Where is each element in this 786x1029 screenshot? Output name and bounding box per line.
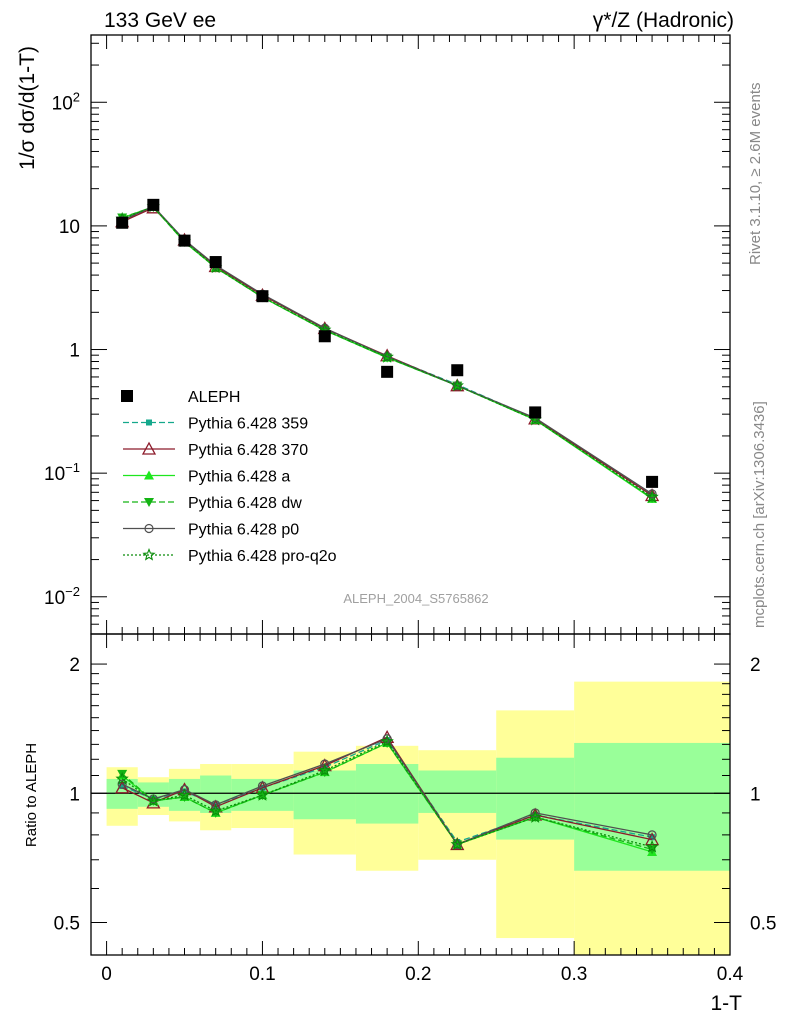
legend-marker — [146, 419, 152, 426]
ratio-line-3 — [121, 742, 653, 851]
ratio-y-tick-label: 2 — [69, 655, 80, 676]
mcplots-label: mcplots.cern.ch [arXiv:1306.3436] — [751, 401, 768, 628]
ratio-stat-band — [418, 770, 497, 813]
legend-label: ALEPH — [188, 389, 240, 406]
rivet-label: Rivet 3.1.10, ≥ 2.6M events — [747, 83, 764, 266]
y-tick-label: 1 — [69, 341, 80, 362]
ratio-point-0 — [119, 782, 126, 789]
legend-entry-0: Pythia 6.428 359 — [123, 416, 308, 433]
ratio-point-5 — [318, 763, 332, 777]
header-right: γ*/Z (Hadronic) — [593, 9, 734, 32]
mc-line-5 — [121, 205, 653, 498]
y-tick-label: 102 — [52, 89, 80, 114]
data-point — [178, 234, 191, 247]
analysis-watermark: ALEPH_2004_S5765862 — [343, 591, 488, 606]
legend-marker — [144, 523, 154, 534]
legend-label: Pythia 6.428 370 — [188, 442, 308, 459]
ratio-y-tick-label: 0.5 — [54, 913, 80, 934]
ratio-y-tick-label: 1 — [69, 784, 80, 805]
ratio-y-tick-label-right: 2 — [750, 655, 761, 676]
legend-label: Pythia 6.428 p0 — [188, 522, 299, 539]
x-tick-label: 0.2 — [405, 964, 431, 985]
x-axis-label: 1-T — [711, 992, 743, 1015]
ratio-point-5 — [450, 837, 464, 851]
legend-entry-5: Pythia 6.428 pro-q2o — [123, 547, 337, 565]
mc-point-4 — [647, 489, 657, 499]
legend-label: Pythia 6.428 359 — [188, 416, 308, 433]
legend-marker — [121, 390, 133, 402]
legend-entry-data: ALEPH — [121, 389, 240, 406]
legend-marker — [142, 547, 156, 561]
ratio-point-5 — [645, 839, 659, 853]
x-tick-label: 0.1 — [249, 964, 275, 985]
ratio-point-5 — [177, 788, 192, 801]
main-panel: 10−2 10−1 1 10 102 — [44, 34, 731, 635]
legend-marker — [144, 498, 154, 507]
ratio-point-5 — [380, 734, 394, 748]
ratio-point-4 — [211, 800, 221, 810]
x-tick-label: 0.4 — [717, 964, 744, 985]
data-point — [318, 330, 331, 343]
data-point — [529, 406, 542, 419]
ratio-point-0 — [181, 788, 188, 795]
ratio-point-4 — [647, 830, 657, 840]
mc-point-3 — [647, 493, 658, 503]
x-tick-label: 0.3 — [561, 964, 587, 985]
ratio-line-4 — [121, 737, 653, 846]
ratio-frame — [90, 633, 731, 956]
ratio-ylabel: Ratio to ALEPH — [23, 743, 40, 847]
ratio-point-5 — [255, 788, 270, 801]
ratio-point-4 — [179, 784, 190, 795]
ratio-y-tick-label-right: 0.5 — [750, 913, 776, 934]
legend-label: Pythia 6.428 dw — [188, 495, 302, 512]
ratio-line-5 — [121, 740, 653, 848]
data-point — [209, 256, 222, 269]
legend-marker — [141, 441, 157, 455]
main-ylabel: 1/σ dσ/d(1-T) — [16, 46, 39, 170]
ratio-point-0 — [649, 834, 656, 841]
ratio-point-5 — [146, 793, 161, 807]
y-tick-label: 10−1 — [44, 460, 80, 485]
ratio-point-1 — [644, 832, 660, 846]
legend-label: Pythia 6.428 pro-q2o — [188, 548, 337, 565]
legend-marker — [144, 470, 154, 480]
legend-entry-3: Pythia 6.428 dw — [123, 495, 302, 512]
data-point — [116, 216, 129, 229]
ratio-panel: 0 0.1 0.2 0.3 0.4 0.5 0.5 1 1 2 2 — [54, 633, 776, 985]
ratio-point-5 — [115, 771, 129, 785]
ratio-point-5 — [528, 810, 542, 823]
legend-label: Pythia 6.428 a — [188, 469, 290, 486]
mc-point-5 — [380, 349, 394, 363]
data-point — [381, 365, 394, 378]
ratio-y-tick-label-right: 1 — [750, 784, 761, 805]
header-left: 133 GeV ee — [104, 9, 216, 32]
y-tick-label: 10−2 — [44, 584, 80, 609]
data-point — [256, 290, 269, 303]
legend-entry-1: Pythia 6.428 370 — [123, 441, 308, 459]
ratio-point-5 — [209, 803, 223, 817]
data-point — [646, 475, 659, 488]
legend-entry-2: Pythia 6.428 a — [123, 469, 290, 486]
mc-point-5 — [450, 378, 464, 392]
legend-entry-4: Pythia 6.428 p0 — [123, 522, 299, 539]
data-point — [147, 198, 160, 211]
x-tick-label: 0 — [101, 964, 112, 985]
data-point — [451, 364, 464, 377]
legend: ALEPH Pythia 6.428 359 Pythia 6.428 370 Pyt… — [121, 389, 337, 565]
ratio-line-0 — [121, 739, 653, 843]
ratio-stat-band — [293, 770, 356, 820]
mc-point-5 — [645, 490, 659, 503]
ratio-line-1 — [121, 736, 653, 846]
y-tick-label: 10 — [59, 217, 80, 238]
ratio-point-4 — [320, 759, 330, 769]
